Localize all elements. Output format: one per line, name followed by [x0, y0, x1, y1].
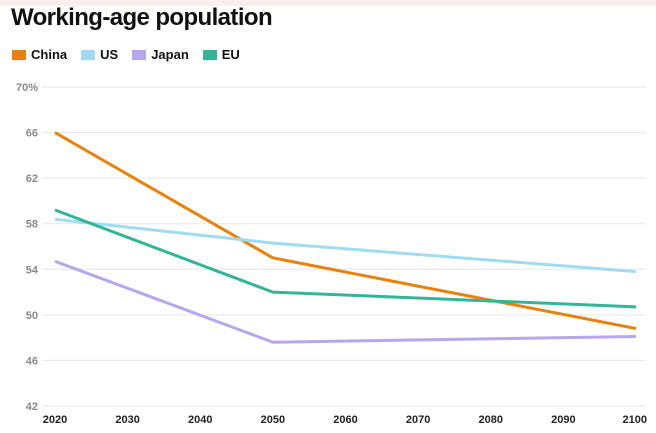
x-tick-label: 2050 [261, 414, 285, 426]
series-line-us [54, 217, 637, 274]
legend-swatch-china [12, 49, 26, 60]
x-tick-label: 2070 [406, 414, 430, 426]
x-tick-label: 2100 [623, 414, 647, 426]
legend-swatch-japan [132, 49, 147, 60]
legend-label-china: China [31, 47, 68, 62]
x-axis-ticks: 2020 2030 2040 2050 2060 2070 2080 2090 2100 [43, 414, 647, 426]
x-tick-label: 2060 [333, 414, 357, 426]
y-tick-label: 66 [26, 128, 38, 140]
y-tick-label: 50 [26, 310, 38, 322]
x-tick-label: 2030 [115, 414, 139, 426]
series-line-china [54, 131, 637, 330]
legend-item-japan: Japan [132, 47, 189, 62]
y-tick-label: 70% [16, 82, 38, 94]
x-tick-label: 2080 [479, 414, 503, 426]
legend-swatch-eu [202, 49, 217, 60]
legend-label-eu: EU [221, 47, 240, 62]
gridlines [42, 86, 646, 407]
y-tick-label: 58 [26, 219, 38, 231]
y-tick-label: 46 [26, 355, 38, 367]
y-tick-label: 62 [26, 173, 38, 185]
legend-item-china: China [12, 47, 67, 62]
series-line-japan [54, 259, 637, 344]
x-tick-label: 2020 [43, 414, 67, 426]
x-tick-label: 2090 [551, 414, 575, 426]
y-axis-ticks: 70% 66 62 58 54 50 46 42 [16, 82, 39, 413]
chart-title: Working-age population [11, 4, 273, 31]
legend-item-us: US [81, 47, 118, 62]
legend-swatch-us [81, 49, 96, 60]
legend-label-japan: Japan [151, 47, 189, 62]
legend-label-us: US [100, 47, 119, 62]
top-strip [0, 0, 656, 6]
series-lines [54, 131, 637, 344]
y-tick-label: 54 [26, 264, 39, 276]
legend: China US Japan EU [12, 47, 240, 62]
legend-item-eu: EU [202, 47, 240, 62]
x-tick-label: 2040 [188, 414, 212, 426]
series-line-eu [54, 208, 637, 309]
y-tick-label: 42 [26, 401, 38, 413]
